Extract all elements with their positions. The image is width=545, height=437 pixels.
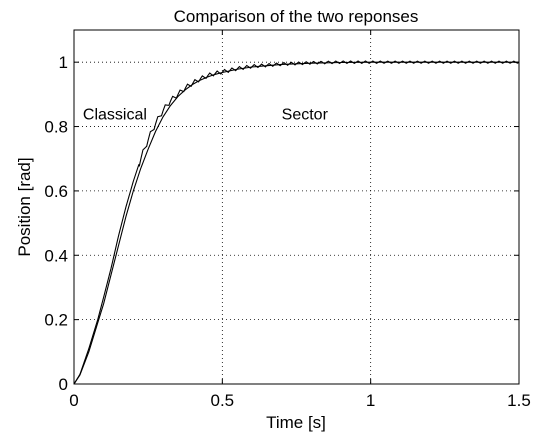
y-tick-label: 0.4 [44, 246, 68, 265]
annotation-sector: Sector [282, 107, 329, 124]
x-tick-label: 0 [69, 391, 78, 410]
annotations: Classical Sector [83, 107, 329, 124]
grid [74, 30, 519, 384]
series-layer [73, 60, 520, 385]
y-axis-label: Position [rad] [15, 157, 34, 256]
series-line-classical [73, 61, 519, 385]
y-tick-label: 0 [59, 375, 68, 394]
series-line-sector [73, 60, 520, 385]
plot-frame [73, 29, 520, 385]
annotation-classical: Classical [83, 107, 147, 124]
ticks: 0 0.5 1 1.5 0 0.2 0.4 0.6 0.8 1 [44, 30, 531, 410]
x-tick-label: 0.5 [211, 391, 235, 410]
y-tick-label: 0.2 [44, 311, 68, 330]
x-axis-label: Time [s] [266, 413, 326, 432]
y-tick-label: 0.8 [44, 118, 68, 137]
chart-title: Comparison of the two reponses [174, 7, 419, 26]
y-tick-label: 1 [59, 53, 68, 72]
x-tick-label: 1 [366, 391, 375, 410]
x-tick-label: 1.5 [507, 391, 531, 410]
y-tick-label: 0.6 [44, 182, 68, 201]
